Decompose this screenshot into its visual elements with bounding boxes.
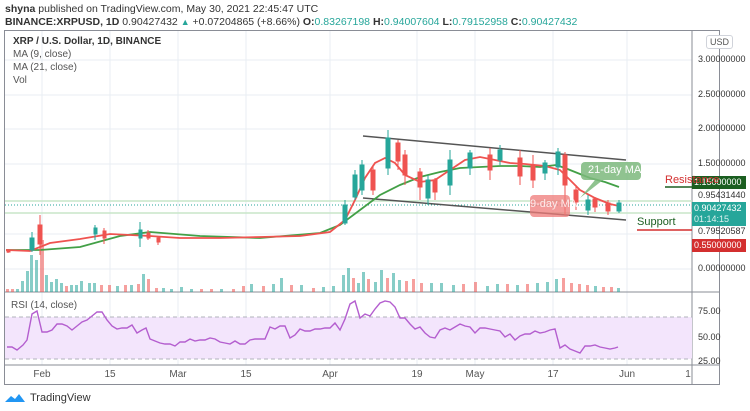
time-tick: 17 — [547, 369, 559, 380]
tradingview-logo-icon — [5, 394, 25, 402]
legend-ma9[interactable]: MA (9, close) — [13, 49, 72, 60]
ma9-price-label: 0.79520587 — [698, 226, 746, 236]
high-value: 0.94007604 — [384, 16, 440, 28]
time-tick: 15 — [240, 369, 252, 380]
price-change: +0.07204865 (+8.66%) — [192, 16, 300, 28]
last-price-value: 0.90427432 — [694, 203, 742, 213]
time-tick: Mar — [169, 369, 187, 380]
price-tick: 3.00000000 — [698, 54, 746, 64]
time-tick: 19 — [411, 369, 423, 380]
last-price-label: 0.90427432 01:14:15 — [692, 202, 746, 226]
last-price: 0.90427432 — [122, 16, 178, 28]
up-arrow-icon: ▲ — [180, 17, 190, 27]
price-tick: 2.50000000 — [698, 89, 746, 99]
symbol-summary: BINANCE:XRPUSD, 1D 0.90427432 ▲ +0.07204… — [5, 16, 577, 28]
legend-ma21[interactable]: MA (21, close) — [13, 62, 77, 73]
close-label: C: — [510, 16, 522, 28]
rsi-tick: 75.00 — [698, 306, 721, 316]
time-tick: May — [465, 369, 485, 380]
time-tick: 1 — [685, 369, 691, 380]
bar-countdown: 01:14:15 — [694, 214, 730, 224]
time-tick: Jun — [618, 369, 636, 380]
ma21-annotation[interactable]: 21-day MA — [588, 164, 642, 176]
support-annotation[interactable]: Support — [637, 216, 676, 228]
high-label: H: — [372, 16, 385, 28]
rsi-tick: 25.00 — [698, 356, 721, 366]
legend-title: XRP / U.S. Dollar, 1D, BINANCE — [13, 36, 162, 47]
time-tick: Feb — [33, 369, 51, 380]
ma21-price-label: 0.95431440 — [698, 190, 746, 200]
publish-info: shyna published on TradingView.com, May … — [5, 3, 318, 15]
price-tick: 1.50000000 — [698, 158, 746, 168]
open-value: 0.83267198 — [314, 16, 371, 28]
close-value: 0.90427432 — [521, 16, 578, 28]
resistance-price-label: 1.15000000 — [692, 176, 746, 189]
currency-button[interactable]: USD — [706, 35, 734, 49]
chart-legend: XRP / U.S. Dollar, 1D, BINANCE MA (9, cl… — [13, 35, 161, 87]
low-value: 0.79152958 — [452, 16, 508, 28]
price-tick: 2.00000000 — [698, 123, 746, 133]
publisher-name: shyna — [5, 3, 36, 15]
support-price-label: 0.55000000 — [692, 239, 746, 252]
open-label: O: — [302, 16, 315, 28]
ma9-annotation[interactable]: 9-day MA — [530, 198, 578, 210]
time-tick: 15 — [104, 369, 116, 380]
time-tick: Apr — [322, 369, 338, 380]
resistance-annotation[interactable]: Resistance — [665, 174, 720, 186]
brand-text: TradingView — [30, 392, 91, 404]
rsi-legend[interactable]: RSI (14, close) — [11, 300, 78, 311]
legend-vol[interactable]: Vol — [13, 75, 27, 86]
publish-text: published on TradingView.com, May 30, 20… — [38, 3, 319, 15]
price-tick: 0.00000000 — [698, 263, 746, 273]
tradingview-brand[interactable]: TradingView — [5, 392, 91, 404]
low-label: L: — [442, 16, 453, 28]
symbol-name: BINANCE:XRPUSD, 1D — [5, 16, 120, 28]
rsi-tick: 50.00 — [698, 332, 721, 342]
